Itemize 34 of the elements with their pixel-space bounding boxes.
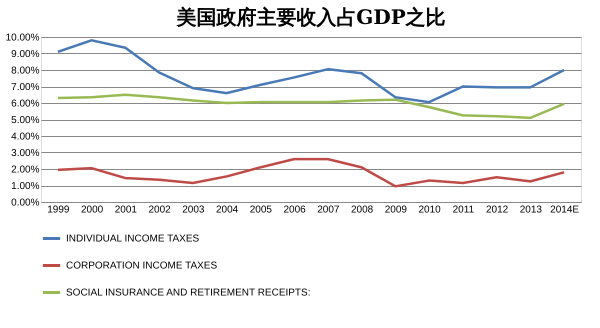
y-tick-label: 7.00% [11,82,40,93]
y-tick-label: 3.00% [11,148,40,159]
y-tick-label: 8.00% [11,66,40,76]
x-tick-label: 2007 [317,204,340,216]
x-tick-label: 2013 [520,204,542,216]
x-tick-label: 2008 [351,204,374,216]
y-tick-label: 5.00% [11,115,40,126]
legend-label: SOCIAL INSURANCE AND RETIREMENT RECEIPTS: [66,288,310,298]
x-tick-label: 2010 [418,204,442,216]
x-tick-label: 2006 [284,204,306,216]
x-tick-label: 2009 [384,204,408,216]
x-tick-label: 2000 [81,204,104,216]
chart-title: 美国政府主要收入占GDP之比 [175,5,446,29]
y-tick-label: 4.00% [11,132,40,142]
line-series [56,158,566,188]
x-tick-label: 2012 [486,204,509,216]
x-tick-label: 2005 [250,204,272,216]
line-series [56,94,566,120]
line-series [56,39,566,104]
x-tick-label: 2001 [114,204,138,216]
y-tick-label: 6.00% [11,98,40,110]
y-tick-label: 2.00% [11,164,40,176]
legend-label: CORPORATION INCOME TAXES [66,260,218,272]
x-tick-label: 2014E [550,204,580,216]
legend-label: INDIVIDUAL INCOME TAXES [66,234,200,244]
x-tick-label: 2011 [452,204,475,216]
x-tick-label: 2002 [148,204,172,216]
y-tick-label: 9.00% [11,49,40,60]
x-tick-label: 2004 [216,204,239,216]
y-tick-label: 10.00% [6,32,40,44]
x-tick-label: 2003 [182,204,205,216]
x-tick-label: 1999 [47,204,70,216]
y-tick-label: 0.00% [11,198,40,208]
y-tick-label: 1.00% [11,181,40,192]
